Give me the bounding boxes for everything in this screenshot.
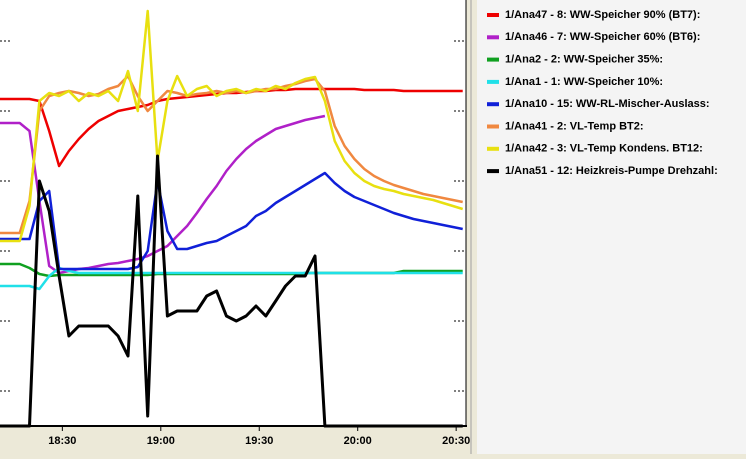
series-line [0,154,463,428]
legend-label: 1/Ana47 - 8: WW-Speicher 90% (BT7): [505,9,700,21]
legend-label: 1/Ana42 - 3: VL-Temp Kondens. BT12: [505,143,703,155]
series-line [0,74,463,235]
series-line [0,171,463,271]
legend-label: 1/Ana2 - 2: WW-Speicher 35%: [505,54,663,66]
x-tick-label: 20:30 [442,435,470,447]
legend-label: 1/Ana51 - 12: Heizkreis-Pumpe Drehzahl: [505,165,718,177]
x-tick-label: 20:00 [344,435,372,447]
x-tick-label: 19:00 [147,435,175,447]
lines [0,9,466,428]
x-tick-label: 18:30 [48,435,76,447]
legend-label: 1/Ana1 - 1: WW-Speicher 10%: [505,76,663,88]
series-line [0,266,463,291]
x-tick-label: 19:30 [245,435,273,447]
plot-area [0,0,466,426]
legend-label: 1/Ana46 - 7: WW-Speicher 60% (BT6): [505,31,700,43]
legend-label: 1/Ana10 - 15: WW-RL-Mischer-Auslass: [505,98,710,110]
legend-panel [477,0,746,454]
legend-label: 1/Ana41 - 2: VL-Temp BT2: [505,120,644,132]
series-line [0,9,464,243]
